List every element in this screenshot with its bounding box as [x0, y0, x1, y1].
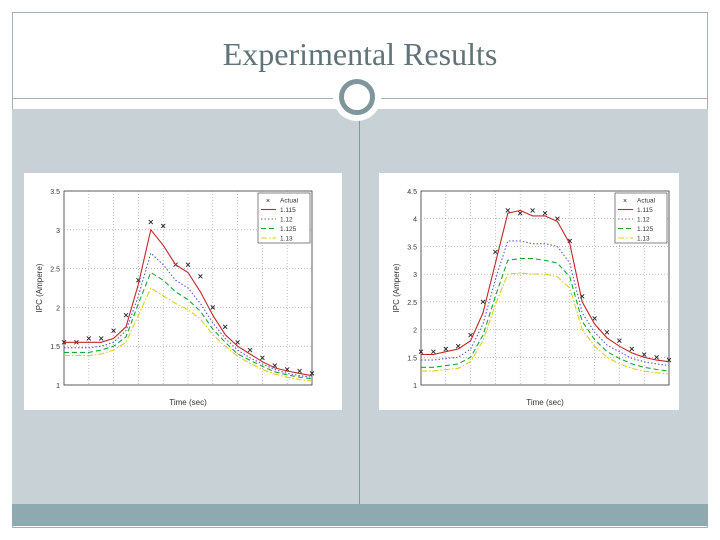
data-point-actual — [148, 219, 154, 225]
y-tick-label: 2.5 — [50, 267, 60, 274]
data-point-actual — [641, 352, 647, 357]
data-point-actual — [98, 336, 104, 341]
series-line-1-13 — [64, 287, 313, 382]
data-point-actual — [185, 262, 191, 268]
legend-label: 1.125 — [280, 226, 297, 233]
y-tick-label: 2 — [413, 328, 417, 335]
data-point-actual — [654, 354, 659, 360]
y-tick-label: 1 — [413, 383, 417, 390]
column-divider — [359, 109, 360, 504]
y-tick-label: 3.5 — [407, 244, 417, 251]
y-tick-label: 3 — [56, 228, 60, 235]
series-line-1-12 — [421, 240, 670, 367]
series-line-1-115 — [421, 209, 670, 363]
data-point-actual — [517, 210, 523, 216]
data-point-actual — [235, 340, 240, 345]
data-point-actual — [247, 347, 253, 353]
chart-right: 1 1.5 2 2.5 3 3.5 4 4.5 Time (sec) IPC (Ampere) × A… — [392, 189, 672, 407]
legend-label: 1.115 — [637, 207, 653, 214]
data-point-actual — [86, 336, 92, 341]
data-point-actual — [480, 299, 486, 305]
footer-bar — [12, 504, 708, 526]
series-line-1-12 — [64, 252, 313, 378]
legend-label: 1.13 — [637, 236, 650, 243]
legend-marker: × — [266, 198, 270, 205]
y-tick-label: 3.5 — [50, 189, 60, 196]
legend-label: 1.12 — [637, 217, 650, 224]
legend-marker: × — [623, 198, 627, 205]
series-line-1-125 — [421, 258, 670, 372]
legend-label: Actual — [280, 198, 299, 205]
y-tick-label: 2 — [56, 305, 60, 312]
y-tick-label: 4.5 — [407, 189, 417, 196]
data-point-actual — [123, 312, 129, 318]
series-line-1-13 — [421, 272, 670, 375]
slide-title: Experimental Results — [222, 36, 498, 72]
data-point-actual — [198, 274, 203, 279]
y-tick-label: 1.5 — [50, 344, 60, 351]
data-point-actual — [297, 368, 302, 374]
data-point-actual — [418, 349, 424, 355]
data-point-actual — [111, 328, 116, 333]
data-point-actual — [260, 355, 265, 361]
x-axis-label: Time (sec) — [169, 398, 207, 407]
y-axis-label: IPC (Ampere) — [392, 263, 401, 312]
y-tick-label: 2.5 — [407, 300, 417, 307]
legend-box — [257, 192, 311, 244]
data-point-actual — [431, 349, 436, 355]
series-line-1-125 — [64, 271, 313, 380]
legend-label: 1.125 — [637, 226, 654, 233]
data-point-actual — [443, 346, 449, 352]
legend-label: 1.13 — [280, 236, 293, 243]
data-point-actual — [555, 216, 560, 222]
data-point-actual — [542, 210, 548, 216]
chart-left: 1 1.5 2 2.5 3 3.5 Time (sec) IPC (Ampere) × Actua… — [35, 189, 315, 407]
data-point-actual — [505, 208, 511, 213]
ornament-circle-icon — [339, 79, 375, 115]
legend-label: Actual — [637, 198, 656, 205]
data-point-actual — [592, 316, 597, 321]
legend-label: 1.12 — [280, 217, 293, 224]
data-point-actual — [530, 208, 535, 213]
data-point-actual — [629, 346, 635, 352]
data-point-actual — [222, 324, 228, 330]
data-point-actual — [160, 223, 166, 229]
data-point-actual — [604, 330, 610, 335]
y-tick-label: 1 — [56, 383, 60, 390]
data-point-actual — [617, 338, 622, 343]
y-tick-label: 3 — [413, 272, 417, 279]
data-point-actual — [493, 249, 498, 255]
y-tick-label: 4 — [413, 217, 417, 224]
chart-left-container: 1 1.5 2 2.5 3 3.5 Time (sec) IPC (Ampere) × Actua… — [24, 173, 342, 410]
x-axis-label: Time (sec) — [526, 398, 564, 407]
series-line-1-115 — [64, 228, 313, 377]
data-point-actual — [309, 371, 315, 376]
y-tick-label: 1.5 — [407, 355, 417, 362]
legend-label: 1.115 — [280, 207, 296, 214]
y-axis-label: IPC (Ampere) — [35, 263, 44, 312]
data-point-actual — [210, 305, 216, 310]
chart-right-container: 1 1.5 2 2.5 3 3.5 4 4.5 Time (sec) IPC (Ampere) × A… — [379, 173, 679, 410]
legend-box — [614, 192, 668, 244]
